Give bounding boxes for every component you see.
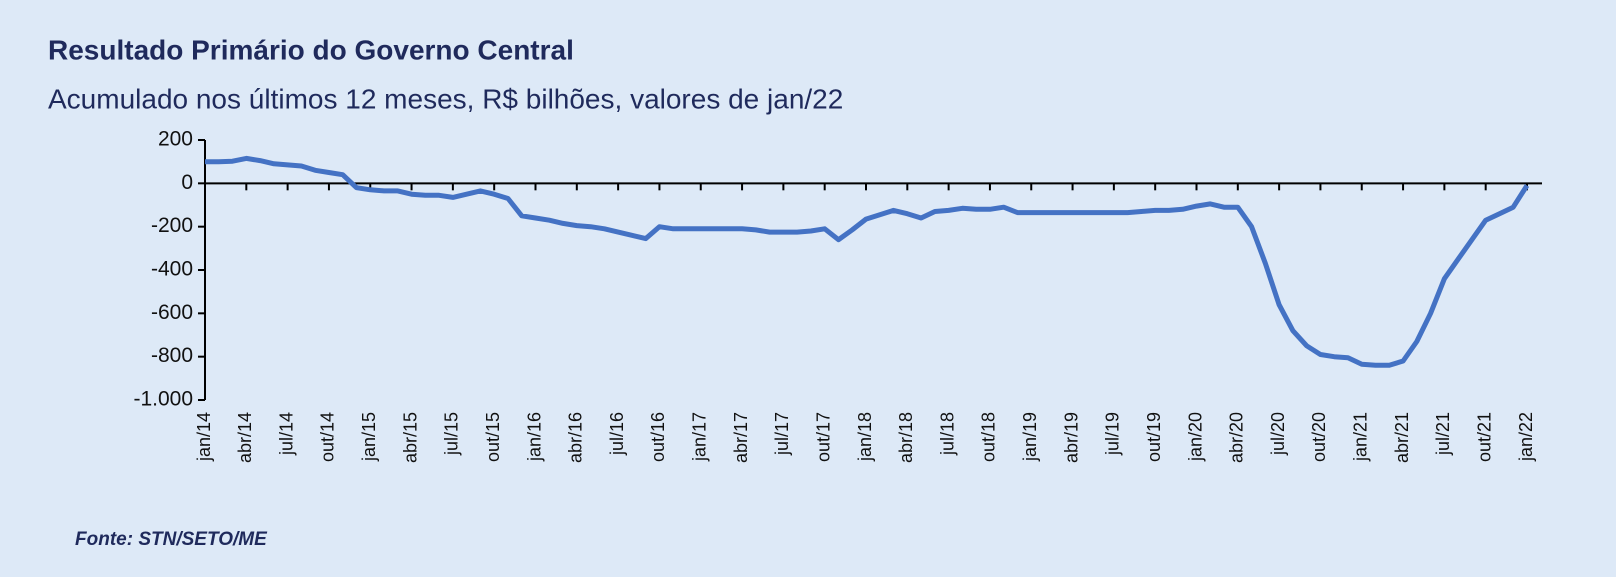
x-tick-label: abr/20 [1227,412,1247,463]
x-tick-label: jan/17 [690,412,710,462]
y-tick-label: -1.000 [133,388,193,411]
x-tick-label: out/18 [979,412,999,462]
x-tick-label: jan/20 [1185,412,1205,462]
x-tick-label: jul/17 [772,412,792,456]
x-tick-label: jan/19 [1020,412,1040,462]
y-tick-label: -800 [151,344,193,367]
x-tick-label: jul/14 [276,412,296,456]
x-tick-label: abr/17 [731,412,751,463]
chart-subtitle: Acumulado nos últimos 12 meses, R$ bilhõ… [48,83,843,114]
x-tick-label: jan/15 [359,412,379,462]
x-tick-label: out/20 [1309,412,1329,462]
x-tick-label: out/17 [813,412,833,462]
x-tick-label: abr/19 [1061,412,1081,463]
data-line [205,155,1530,368]
x-tick-label: jan/22 [1516,412,1536,462]
source: Fonte: STN/SETO/ME [75,529,268,550]
x-tick-label: jul/21 [1433,412,1453,456]
x-tick-label: jan/18 [855,412,875,462]
x-tick-label: abr/21 [1392,412,1412,463]
x-tick-label: jul/20 [1268,412,1288,456]
x-tick-label: jan/21 [1351,412,1371,462]
x-tick-label: out/21 [1474,412,1494,462]
x-tick-label: abr/14 [235,412,255,463]
x-tick-label: abr/15 [400,412,420,463]
x-tick-label: out/19 [1144,412,1164,462]
y-tick-label: -200 [151,214,193,237]
y-tick-label: 0 [181,171,193,194]
x-tick-label: out/15 [483,412,503,462]
x-tick-label: jul/16 [607,412,627,456]
x-tick-label: jul/19 [1103,412,1123,456]
chart-title: Resultado Primário do Governo Central [48,34,574,65]
x-tick-label: out/16 [648,412,668,462]
x-tick-label: jan/16 [524,412,544,462]
y-tick-label: -600 [151,301,193,324]
y-tick-label: 200 [158,128,193,151]
x-tick-label: abr/16 [566,412,586,463]
x-tick-label: jul/15 [442,412,462,456]
x-tick-label: abr/18 [896,412,916,463]
x-tick-label: jul/18 [937,412,957,456]
x-tick-label: jan/14 [194,412,214,462]
x-tick-label: out/14 [318,412,338,462]
y-tick-label: -400 [151,258,193,281]
